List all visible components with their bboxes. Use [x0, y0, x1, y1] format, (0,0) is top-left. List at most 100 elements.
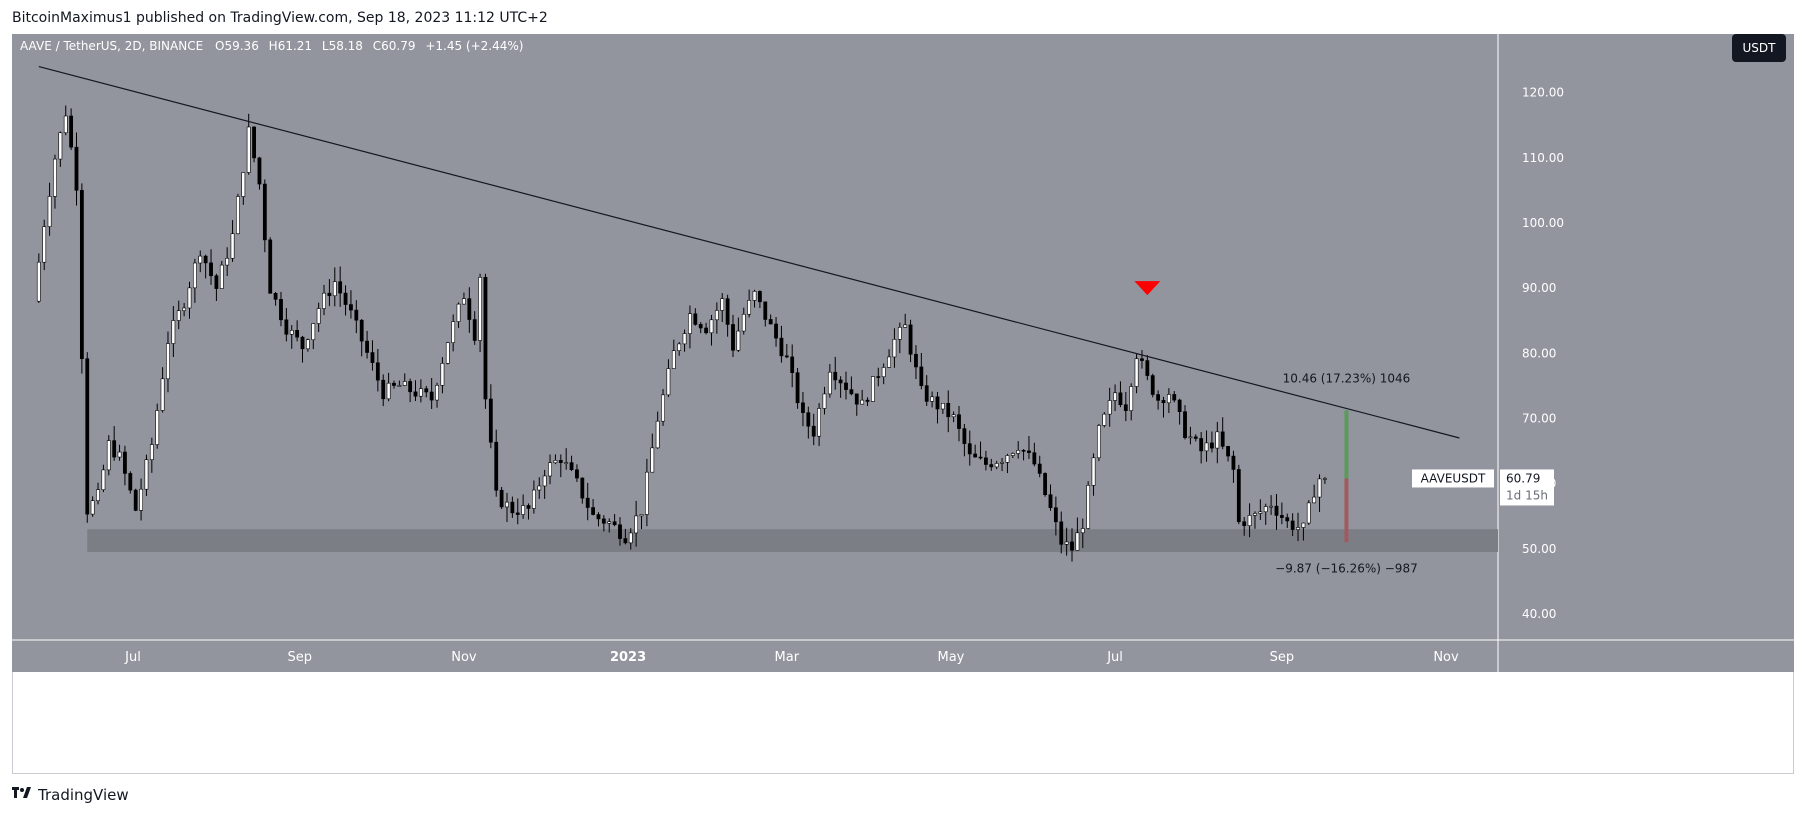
x-tick-label: Jul: [1106, 650, 1123, 665]
y-tick-label: 70.00: [1522, 411, 1556, 425]
candle-body: [671, 350, 676, 369]
candle-body: [510, 501, 515, 514]
candle-body: [467, 298, 472, 320]
time-axis-area[interactable]: [12, 640, 1794, 672]
candle-body: [85, 358, 90, 515]
candle-body: [596, 514, 601, 520]
tradingview-branding: TradingView: [12, 786, 129, 804]
candle-body: [747, 300, 752, 315]
candle-body: [607, 521, 612, 524]
candle-body: [435, 385, 439, 401]
tradingview-brand-text: TradingView: [38, 786, 129, 804]
candle-body: [408, 381, 413, 393]
candle-body: [155, 410, 160, 445]
candle-body: [1070, 541, 1074, 551]
price-tag: AAVEUSDT 60.79 1d 15h: [1412, 469, 1554, 506]
candle-body: [219, 264, 224, 289]
candle-body: [268, 239, 273, 294]
candle-body: [806, 412, 811, 427]
candle-body: [531, 489, 536, 509]
candle-body: [601, 518, 606, 524]
candle-body: [1113, 392, 1117, 401]
candle-body: [930, 396, 935, 402]
candle-body: [1263, 506, 1268, 513]
candle-body: [967, 443, 972, 455]
candle-body: [424, 388, 429, 393]
candle-body: [768, 319, 773, 325]
price-axis-area[interactable]: [1498, 34, 1794, 640]
candle-body: [634, 515, 639, 534]
candle-body: [1080, 528, 1085, 534]
candle-body: [655, 420, 660, 449]
candle-body: [1102, 413, 1107, 426]
candle-body: [63, 115, 68, 134]
candle-body: [709, 319, 714, 334]
candle-body: [488, 398, 493, 443]
candle-body: [1296, 527, 1300, 530]
open-label: O: [215, 39, 224, 53]
candle-body: [1005, 455, 1010, 463]
price-chart[interactable]: 10.46 (17.23%) 1046 −9.87 (−16.26%) −987…: [12, 34, 1794, 774]
candle-body: [1010, 453, 1015, 456]
candle-body: [661, 394, 665, 422]
candle-body: [720, 298, 725, 311]
price-tag-symbol: AAVEUSDT: [1421, 471, 1486, 485]
candle-body: [451, 321, 456, 343]
candle-body: [53, 158, 57, 197]
candle-body: [801, 402, 805, 413]
symbol-title: AAVE / TetherUS, 2D, BINANCE: [20, 39, 203, 53]
candle-body: [445, 342, 450, 364]
x-tick-label: Mar: [775, 650, 800, 665]
candle-body: [262, 183, 267, 241]
candle-body: [741, 313, 746, 332]
candle-body: [252, 126, 256, 159]
candle-body: [628, 532, 633, 544]
candle-body: [698, 324, 703, 329]
y-tick-label: 40.00: [1522, 607, 1556, 621]
candle-body: [1183, 411, 1187, 438]
candle-body: [1312, 496, 1317, 504]
tradingview-logo-icon: [12, 787, 32, 803]
candle-body: [1199, 438, 1204, 452]
candle-body: [1285, 517, 1290, 522]
candle-body: [171, 320, 176, 344]
candle-body: [359, 319, 364, 342]
descending-trendline[interactable]: [38, 66, 1460, 439]
candle-body: [639, 514, 644, 517]
candle-body: [128, 473, 133, 491]
candle-body: [505, 501, 509, 508]
symbol-bar: AAVE / TetherUS, 2D, BINANCE O59.36 H61.…: [20, 39, 523, 53]
candle-body: [284, 319, 289, 335]
price-tag-countdown: 1d 15h: [1506, 488, 1548, 502]
candle-body: [774, 323, 778, 339]
candle-body: [1086, 485, 1091, 529]
candle-body: [897, 327, 902, 340]
close-label: C: [373, 39, 381, 53]
candle-body: [1161, 400, 1166, 404]
candle-body: [984, 457, 988, 465]
candle-body: [1188, 436, 1193, 439]
candle-body: [311, 323, 316, 341]
candle-body: [575, 469, 579, 479]
candle-body: [117, 451, 122, 458]
candle-body: [1274, 505, 1279, 516]
candle-body: [322, 292, 326, 309]
candle-body: [69, 115, 74, 148]
candle-body: [1021, 450, 1026, 452]
candle-body: [569, 462, 574, 471]
support-zone: [87, 529, 1498, 553]
candle-body: [1193, 436, 1198, 439]
y-tick-label: 80.00: [1522, 346, 1556, 360]
candle-body: [1037, 463, 1042, 474]
candle-body: [375, 362, 380, 381]
candle-body: [1269, 505, 1274, 508]
candle-body: [779, 337, 784, 357]
candle-body: [871, 376, 875, 402]
candle-body: [101, 469, 106, 490]
candle-body: [289, 330, 294, 335]
x-tick-label: 2023: [610, 650, 646, 665]
open-value: 59.36: [224, 39, 258, 53]
candle-body: [731, 324, 735, 351]
candle-body: [176, 310, 181, 321]
currency-button[interactable]: USDT: [1732, 34, 1786, 62]
